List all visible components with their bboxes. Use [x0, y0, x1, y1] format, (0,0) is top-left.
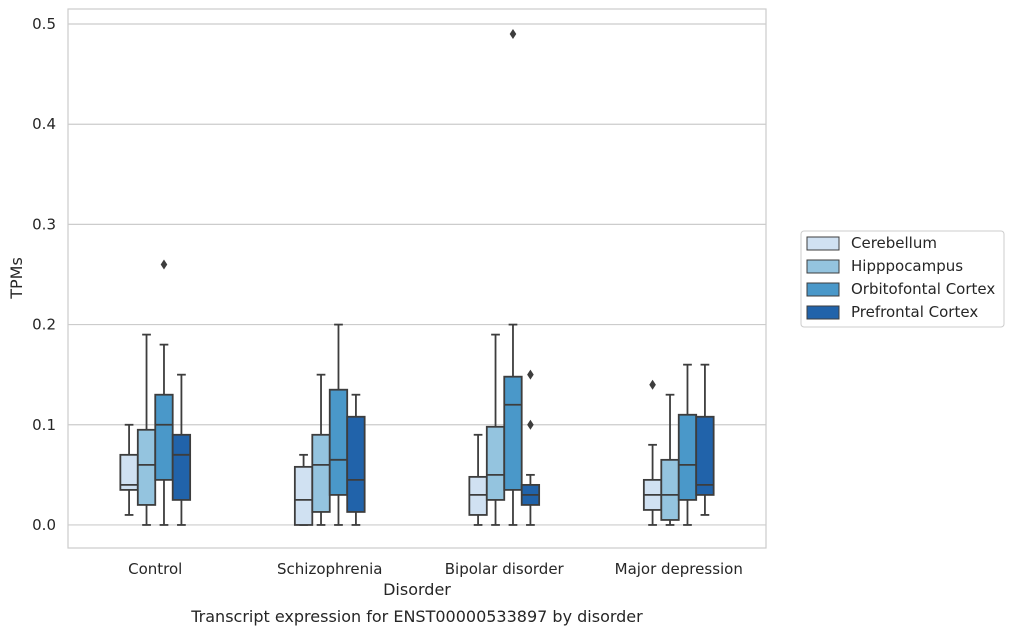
box	[346, 415, 366, 513]
legend-swatch	[806, 259, 840, 274]
box-group	[503, 29, 523, 526]
legend-label: Cerebellum	[851, 234, 937, 252]
outlier-point	[649, 379, 656, 390]
box	[311, 433, 331, 513]
legend-swatch	[806, 236, 840, 251]
outlier-point	[527, 419, 534, 430]
y-tick-label: 0.0	[32, 516, 56, 534]
box-group	[119, 423, 139, 516]
y-tick-label: 0.3	[32, 215, 56, 233]
outlier-point	[509, 29, 517, 40]
legend-label: Hipppocampus	[851, 257, 963, 275]
legend-label: Prefrontal Cortex	[851, 303, 978, 321]
box	[485, 425, 506, 501]
box	[468, 475, 488, 516]
legend-label: Orbitofontal Cortex	[851, 280, 995, 298]
box	[171, 433, 192, 501]
x-tick-label: Schizophrenia	[277, 560, 382, 578]
y-axis-label: TPMs	[7, 257, 26, 300]
legend-frame	[800, 230, 1005, 328]
box-group	[171, 373, 192, 526]
x-tick-labels: Control Schizophrenia Bipolar disorder Majo…	[128, 560, 743, 578]
box	[328, 388, 349, 496]
box	[677, 413, 698, 501]
outlier-point	[527, 369, 534, 380]
box-group	[642, 379, 663, 526]
x-tick-label: Major depression	[615, 560, 743, 578]
box-series	[119, 29, 715, 526]
box-group	[660, 393, 680, 526]
x-tick-label: Control	[128, 560, 182, 578]
box-group	[346, 393, 366, 526]
box-group	[695, 363, 715, 516]
box	[695, 415, 715, 496]
y-tick-label: 0.5	[32, 15, 56, 33]
legend-swatch	[806, 282, 840, 297]
y-tick-label: 0.2	[32, 316, 56, 334]
chart-title: Transcript expression for ENST0000053389…	[190, 607, 643, 626]
x-tick-label: Bipolar disorder	[445, 560, 565, 578]
y-tick-labels: 0.0 0.1 0.2 0.3 0.4 0.5	[32, 15, 56, 534]
box	[293, 465, 314, 526]
box	[136, 428, 157, 506]
plot-frame	[67, 8, 767, 549]
y-tick-label: 0.4	[32, 115, 56, 133]
box	[660, 458, 680, 521]
box	[154, 393, 174, 481]
y-tick-label: 0.1	[32, 416, 56, 434]
box-group	[311, 373, 331, 526]
legend-swatch	[806, 305, 840, 320]
box-group	[293, 453, 314, 526]
box-group	[520, 369, 541, 526]
box	[503, 375, 523, 491]
x-axis-label: Disorder	[383, 580, 451, 599]
legend: Cerebellum Hipppocampus Orbitofontal Corte…	[800, 230, 1005, 328]
outlier-point	[160, 259, 168, 270]
